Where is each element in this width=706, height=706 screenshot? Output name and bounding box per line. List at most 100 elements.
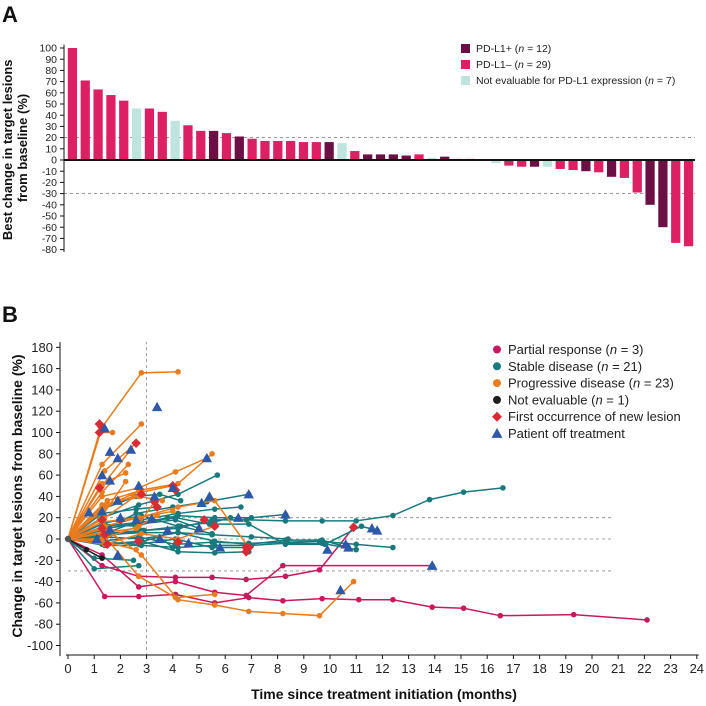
patient-point	[211, 514, 218, 521]
patient-point	[133, 506, 139, 512]
patient-point	[135, 584, 142, 590]
new-lesion-marker	[94, 419, 105, 429]
patient-point	[130, 557, 137, 564]
panel-b-x-axis-title: Time since treatment initiation (months)	[251, 686, 517, 702]
patient-point	[248, 514, 255, 521]
off-treatment-marker	[112, 452, 123, 463]
panel-a-bar	[401, 155, 411, 160]
patient-point	[101, 593, 108, 600]
patient-point	[280, 597, 286, 604]
patient-point	[177, 523, 184, 530]
patient-point	[211, 591, 218, 598]
panel-a-legend-swatch	[461, 76, 470, 85]
off-treatment-marker	[96, 469, 108, 480]
patient-point	[138, 552, 145, 558]
patient-point	[83, 546, 90, 553]
panel-a-bar-chart: A 1009080706050403020100-10-20-30-40-50-…	[0, 2, 695, 256]
patient-point	[177, 497, 184, 504]
patient-point	[138, 421, 145, 427]
panel-a-bar	[157, 111, 167, 160]
patient-point	[209, 574, 215, 581]
panel-a-bar	[311, 142, 321, 160]
panel-b-x-tick-label: 5	[195, 661, 202, 676]
panel-b-y-tick-label: 0	[46, 532, 53, 547]
panel-b-legend-label: Not evaluable (n = 1)	[508, 392, 629, 407]
panel-b-x-tick-label: 19	[559, 661, 573, 676]
panel-a-bar	[594, 160, 604, 173]
panel-b-line-chart: B 180160140120100806040200-20-40-60-80-1…	[2, 302, 704, 702]
panel-a-bar	[375, 154, 386, 160]
off-treatment-marker	[340, 539, 351, 549]
off-treatment-marker	[112, 495, 123, 505]
panel-a-bar	[170, 120, 180, 160]
patient-point	[135, 562, 142, 569]
panel-b-legend-label: Progressive disease (n = 23)	[508, 376, 674, 391]
panel-a-y-tick-label: 10	[45, 143, 57, 155]
panel-a-bar	[273, 140, 283, 160]
panel-a-bar	[93, 89, 103, 160]
panel-b-y-tick-label: -40	[34, 574, 53, 589]
patient-point	[91, 555, 97, 561]
patient-point	[175, 504, 181, 510]
patient-point	[282, 573, 289, 580]
panel-a-bars	[67, 48, 694, 247]
panel-b-y-tick-label: 160	[31, 361, 53, 376]
panel-b-legend-marker	[492, 411, 502, 422]
patient-point	[122, 470, 129, 476]
patient-point	[99, 461, 105, 468]
patient-point	[170, 508, 176, 515]
patient-point	[356, 596, 362, 603]
panel-b-y-tick-label: 60	[39, 468, 53, 483]
panel-a-y-tick-label: -30	[42, 188, 57, 200]
off-treatment-marker	[104, 446, 116, 456]
panel-a-y-axis-title-line2: from baseline (%)	[15, 94, 30, 202]
panel-b-x-tick-label: 16	[480, 661, 494, 676]
panel-a-bar	[350, 151, 360, 160]
new-lesion-marker	[136, 489, 147, 500]
panel-a-y-tick-label: -50	[42, 211, 57, 223]
panel-b-x-tick-label: 14	[428, 661, 442, 676]
off-treatment-marker	[204, 491, 215, 501]
panel-b-legend-marker	[493, 345, 501, 354]
panel-a-bar	[119, 100, 129, 160]
panel-b-y-tick-label: -20	[34, 553, 53, 568]
patient-point	[172, 517, 179, 523]
panel-a-y-axis: 1009080706050403020100-10-20-30-40-50-60…	[39, 43, 695, 256]
panel-b-legend-label: Patient off treatment	[508, 426, 625, 441]
panel-b-x-tick-label: 20	[585, 661, 599, 676]
panel-a-bar	[388, 154, 398, 160]
panel-a-bar	[337, 143, 347, 160]
panel-b-x-tick-label: 12	[375, 661, 389, 676]
panel-a-legend-label: PD-L1+ (n = 12)	[476, 43, 551, 55]
new-lesion-marker	[152, 502, 162, 512]
new-lesion-marker	[102, 539, 113, 550]
off-treatment-marker	[151, 401, 163, 412]
patient-point	[135, 502, 142, 508]
panel-b-legend-marker	[491, 428, 503, 438]
panel-a-y-tick-label: 30	[45, 121, 57, 133]
patient-point	[390, 596, 396, 603]
panel-b-y-tick-label: 80	[39, 446, 53, 461]
panel-a-bar	[671, 160, 681, 243]
patient-point	[109, 429, 116, 436]
panel-b-legend: Partial response (n = 3) Stable disease (…	[491, 342, 681, 441]
panel-a-bar	[517, 160, 527, 167]
patient-line	[67, 499, 250, 548]
panel-a-bar	[209, 130, 219, 160]
panel-a-bar	[414, 154, 424, 160]
panel-a-y-axis-title: Best change in target lesions from basel…	[0, 56, 30, 240]
panel-b-x-tick-label: 18	[532, 661, 546, 676]
off-treatment-marker	[112, 549, 123, 560]
panel-a-bar	[260, 140, 270, 160]
new-lesion-marker	[99, 529, 110, 540]
panel-a-legend-swatch	[461, 60, 470, 69]
off-treatment-marker	[280, 509, 291, 519]
patient-point	[99, 502, 105, 508]
panel-a-bar	[606, 160, 617, 177]
panel-b-x-tick-label: 7	[248, 661, 255, 676]
panel-a-y-tick-label: 0	[51, 155, 57, 167]
patient-point	[172, 594, 179, 601]
patient-point	[238, 504, 244, 510]
patient-point	[390, 512, 396, 519]
panel-a-letter: A	[2, 2, 18, 27]
